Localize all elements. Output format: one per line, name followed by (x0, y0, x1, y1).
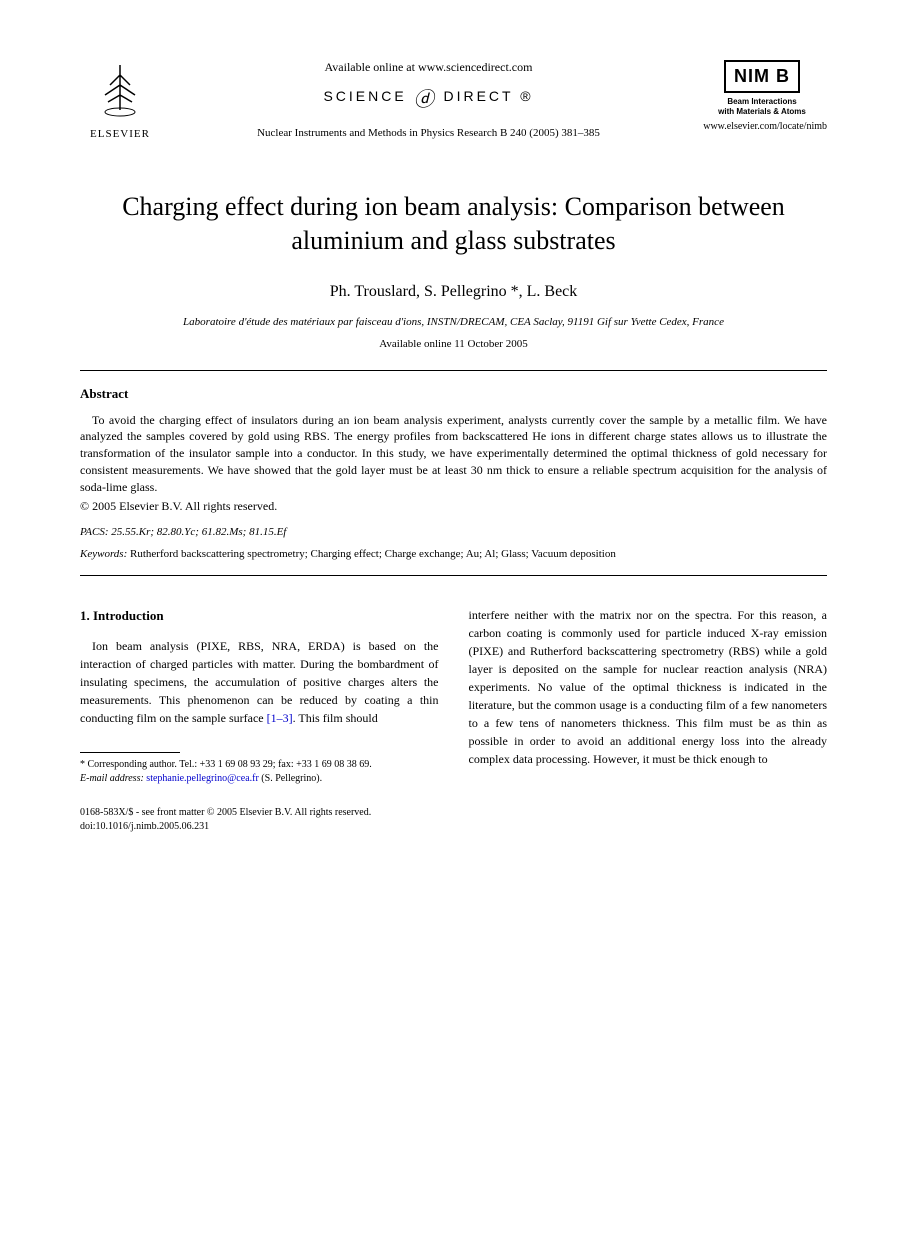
nim-subtitle2: with Materials & Atoms (697, 107, 827, 117)
footer: 0168-583X/$ - see front matter © 2005 El… (80, 806, 827, 834)
keywords-label: Keywords: (80, 548, 127, 560)
authors: Ph. Trouslard, S. Pellegrino *, L. Beck (80, 283, 827, 301)
nim-logo: NIM B (724, 60, 800, 93)
elsevier-text: ELSEVIER (80, 128, 160, 140)
divider (80, 370, 827, 371)
center-header: Available online at www.sciencedirect.co… (160, 60, 697, 139)
footer-front-matter: 0168-583X/$ - see front matter © 2005 El… (80, 806, 827, 820)
keywords-text: Rutherford backscattering spectrometry; … (130, 548, 616, 560)
journal-url: www.elsevier.com/locate/nimb (697, 121, 827, 132)
elsevier-logo: ELSEVIER (80, 60, 160, 140)
elsevier-tree-icon (80, 60, 160, 128)
journal-reference: Nuclear Instruments and Methods in Physi… (180, 127, 677, 139)
para-text-1: Ion beam analysis (PIXE, RBS, NRA, ERDA)… (80, 639, 439, 725)
date-available-online: Available online 11 October 2005 (80, 338, 827, 350)
intro-paragraph-left: Ion beam analysis (PIXE, RBS, NRA, ERDA)… (80, 637, 439, 727)
email-label: E-mail address: (80, 773, 144, 784)
reg-mark: ® (520, 88, 533, 104)
affiliation: Laboratoire d'étude des matériaux par fa… (80, 316, 827, 328)
pacs-codes: 25.55.Kr; 82.80.Yc; 61.82.Ms; 81.15.Ef (111, 526, 286, 538)
email-footnote: E-mail address: stephanie.pellegrino@cea… (80, 772, 439, 786)
pacs-line: PACS: 25.55.Kr; 82.80.Yc; 61.82.Ms; 81.1… (80, 526, 827, 538)
section-1-heading: 1. Introduction (80, 606, 439, 626)
footer-doi: doi:10.1016/j.nimb.2005.06.231 (80, 820, 827, 834)
corresponding-author-footnote: * Corresponding author. Tel.: +33 1 69 0… (80, 758, 439, 772)
abstract-heading: Abstract (80, 386, 827, 402)
d-logo-icon: ⓓ (414, 89, 437, 111)
email-address-link[interactable]: stephanie.pellegrino@cea.fr (146, 773, 259, 784)
intro-paragraph-right: interfere neither with the matrix nor on… (469, 606, 828, 768)
abstract-text: To avoid the charging effect of insulato… (80, 412, 827, 496)
direct-label: DIRECT (443, 88, 513, 104)
copyright-text: © 2005 Elsevier B.V. All rights reserved… (80, 499, 827, 514)
para-text-1-end: . This film should (293, 711, 378, 725)
nim-logo-box: NIM B Beam Interactions with Materials &… (697, 60, 827, 132)
nim-subtitle1: Beam Interactions (697, 97, 827, 107)
divider (80, 575, 827, 576)
email-author-name: (S. Pellegrino). (261, 773, 322, 784)
keywords-line: Keywords: Rutherford backscattering spec… (80, 548, 827, 560)
reference-link[interactable]: [1–3] (267, 711, 293, 725)
science-direct-logo: SCIENCE ⓓ DIRECT ® (180, 83, 677, 112)
available-online-text: Available online at www.sciencedirect.co… (180, 60, 677, 75)
paper-title: Charging effect during ion beam analysis… (80, 190, 827, 258)
footnote-separator (80, 752, 180, 753)
two-column-body: 1. Introduction Ion beam analysis (PIXE,… (80, 606, 827, 787)
header-row: ELSEVIER Available online at www.science… (80, 60, 827, 140)
left-column: 1. Introduction Ion beam analysis (PIXE,… (80, 606, 439, 787)
pacs-label: PACS: (80, 526, 109, 538)
science-label: SCIENCE (323, 88, 406, 104)
right-column: interfere neither with the matrix nor on… (469, 606, 828, 787)
